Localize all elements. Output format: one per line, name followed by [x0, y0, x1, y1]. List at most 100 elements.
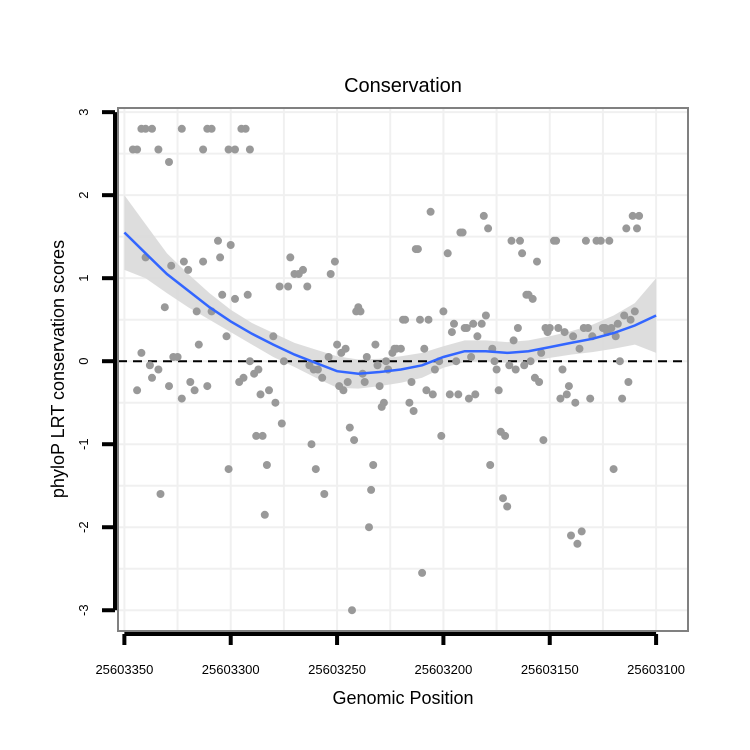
x-axis: 25603350 25603300 25603250 25603200 25603150…	[95, 632, 685, 677]
data-point	[420, 344, 429, 353]
data-point	[345, 423, 354, 432]
data-point	[179, 257, 188, 266]
x-tick-label: 25603300	[202, 662, 260, 677]
data-point	[511, 365, 520, 374]
data-point	[624, 378, 633, 386]
data-point	[516, 236, 524, 245]
data-point	[333, 340, 342, 349]
x-tick-label: 25603200	[414, 662, 472, 677]
data-point	[324, 353, 333, 361]
data-point	[405, 398, 414, 407]
confidence-band	[124, 195, 657, 389]
data-point	[284, 282, 293, 291]
data-point	[184, 265, 193, 274]
data-point	[509, 336, 518, 345]
data-point	[307, 440, 316, 449]
data-point	[311, 465, 320, 474]
chart-title: Conservation	[344, 75, 462, 97]
data-point	[554, 324, 563, 332]
data-point	[586, 394, 595, 403]
data-point	[224, 465, 233, 474]
data-point	[473, 332, 482, 341]
data-point	[443, 249, 452, 258]
data-point	[241, 124, 250, 133]
data-point	[203, 382, 212, 391]
data-point	[413, 245, 422, 254]
x-tick-label: 25603150	[521, 662, 579, 677]
data-point	[628, 211, 637, 220]
data-point	[371, 340, 380, 349]
data-point	[279, 357, 288, 366]
data-point	[620, 311, 629, 320]
data-point	[167, 261, 176, 270]
data-point	[133, 145, 142, 154]
y-tick-label: 1	[76, 275, 91, 282]
data-point	[320, 490, 329, 498]
data-point	[484, 224, 493, 233]
data-point	[567, 531, 575, 540]
data-point	[569, 332, 578, 341]
data-point	[222, 332, 231, 341]
data-point	[528, 294, 537, 303]
data-point	[148, 124, 156, 133]
y-axis-title: phyloP LRT conservation scores	[48, 240, 68, 498]
data-point	[245, 145, 254, 154]
data-point	[348, 606, 356, 615]
data-point	[635, 211, 644, 220]
data-point	[596, 236, 605, 245]
y-tick-label: 3	[76, 109, 91, 116]
data-point	[556, 394, 565, 403]
y-tick-label: -3	[76, 604, 91, 616]
data-point	[199, 145, 208, 154]
data-point	[416, 315, 424, 324]
data-point	[350, 436, 359, 445]
data-point	[552, 236, 561, 245]
data-point	[160, 303, 169, 312]
data-point	[584, 324, 592, 332]
grid-lines	[118, 108, 688, 631]
data-point	[365, 523, 373, 532]
data-point	[471, 390, 480, 399]
data-point	[275, 282, 284, 291]
data-point	[313, 365, 322, 374]
data-point	[520, 361, 529, 370]
y-tick-label: -1	[76, 438, 91, 450]
data-point	[367, 485, 376, 494]
data-point	[224, 145, 233, 154]
data-point	[560, 328, 569, 337]
data-point	[277, 419, 286, 428]
data-point	[626, 315, 635, 324]
data-point	[148, 373, 156, 382]
data-point	[577, 527, 586, 536]
data-point	[271, 398, 280, 407]
data-point	[501, 431, 510, 440]
data-point	[507, 236, 516, 245]
data-point	[375, 382, 384, 391]
data-point	[503, 502, 512, 511]
data-point	[231, 294, 239, 303]
data-point	[141, 124, 150, 133]
confidence-band-layer	[124, 195, 657, 389]
data-point	[545, 324, 554, 332]
data-point	[265, 386, 273, 395]
data-point	[562, 390, 571, 399]
data-point	[575, 344, 584, 353]
data-point	[226, 241, 235, 249]
data-point	[622, 224, 631, 233]
data-point	[199, 257, 208, 266]
data-point	[165, 382, 173, 391]
data-point	[165, 158, 173, 166]
data-point	[269, 332, 278, 341]
data-point	[407, 378, 416, 386]
smooth-line	[123, 231, 657, 375]
x-tick-label: 25603100	[627, 662, 685, 677]
data-point	[447, 328, 456, 337]
data-point	[462, 324, 471, 332]
data-point	[258, 431, 267, 440]
y-tick-label: 2	[76, 192, 91, 199]
data-point	[243, 290, 252, 299]
smooth-line-layer	[123, 231, 657, 375]
data-point	[137, 348, 146, 357]
data-point	[343, 378, 352, 386]
